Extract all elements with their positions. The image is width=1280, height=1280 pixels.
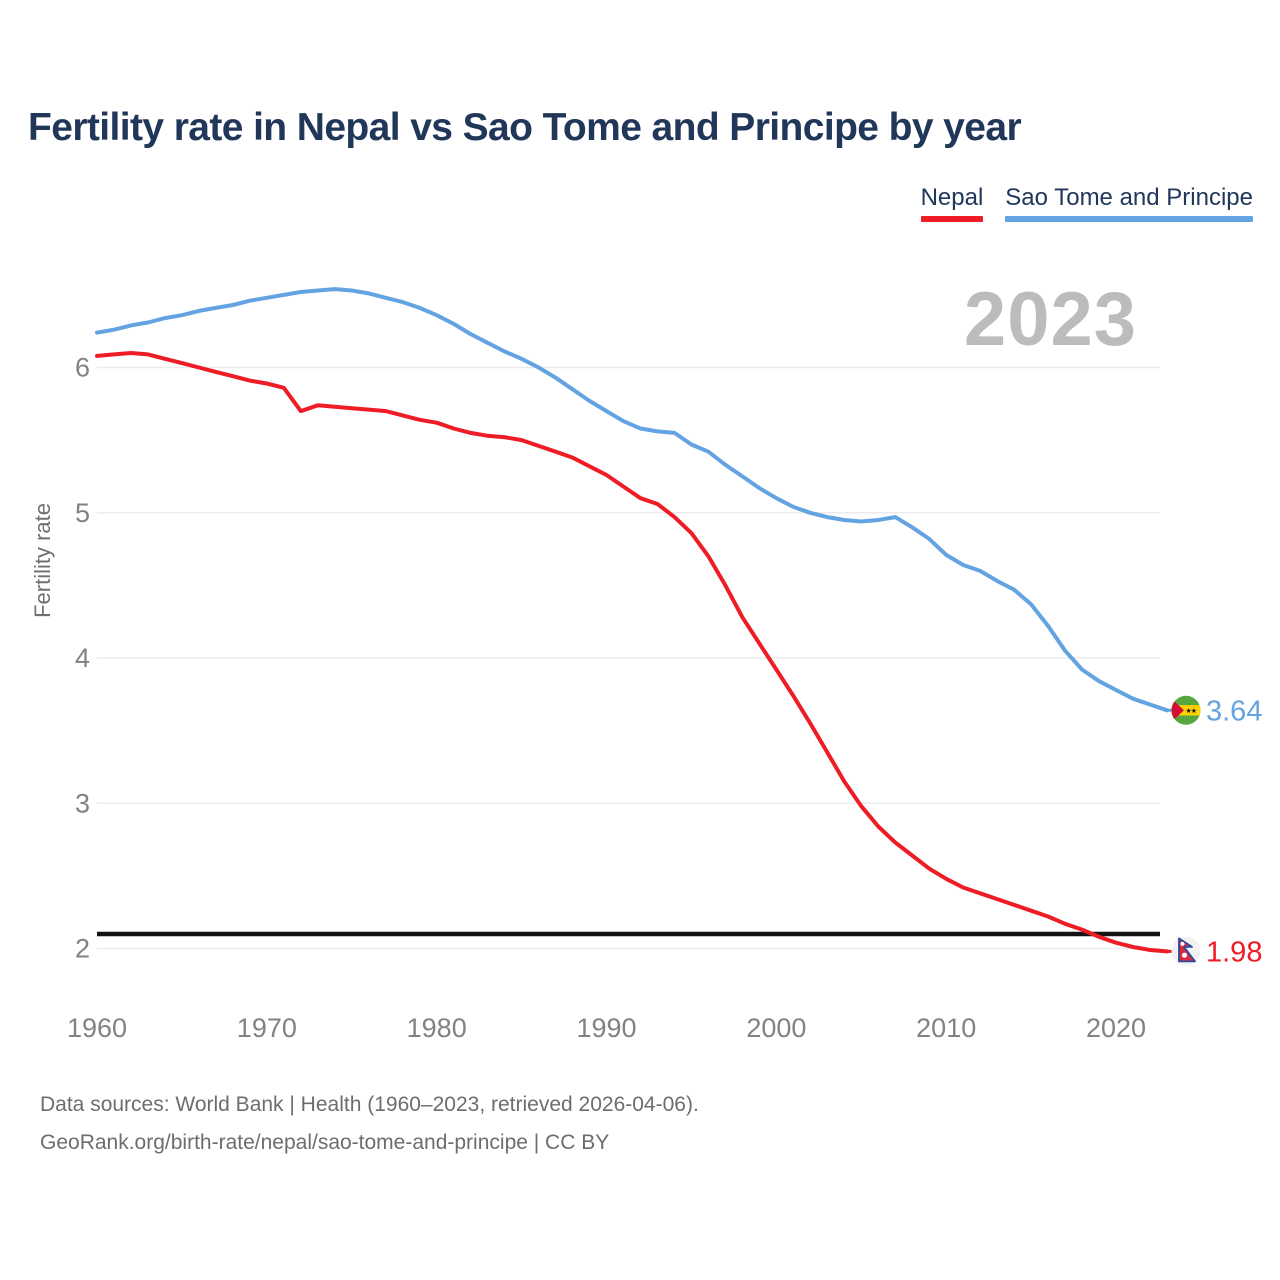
flag-sun bbox=[1181, 952, 1188, 958]
legend-item-nepal[interactable]: Nepal bbox=[920, 184, 984, 222]
y-tick-label: 6 bbox=[75, 353, 90, 383]
end-value-label-nepal: 1.98 bbox=[1206, 936, 1262, 968]
legend-label-sao-tome: Sao Tome and Principe bbox=[1005, 184, 1253, 211]
flag-moon bbox=[1180, 941, 1185, 946]
y-tick-label: 4 bbox=[75, 643, 90, 673]
gridlines-layer bbox=[97, 366, 1160, 950]
end-value-label-sao-tome: 3.64 bbox=[1206, 695, 1262, 727]
page-title: Fertility rate in Nepal vs Sao Tome and … bbox=[28, 106, 1022, 149]
watermark-year: 2023 bbox=[963, 277, 1137, 362]
legend-item-sao-tome[interactable]: Sao Tome and Principe bbox=[1005, 184, 1253, 222]
x-tick-label: 2000 bbox=[746, 1013, 806, 1043]
flag-stars-icon: ★★ bbox=[1186, 707, 1197, 715]
axis-labels-layer: 2 3 4 5 6 1960 1970 1980 1990 2000 2010 2020 bbox=[67, 353, 1146, 1044]
footer: Data sources: World Bank | Health (1960–… bbox=[40, 1086, 699, 1162]
series-lines-layer bbox=[95, 287, 1186, 954]
legend: Nepal Sao Tome and Principe bbox=[920, 184, 1253, 222]
series-line-sao-tome bbox=[95, 287, 1169, 713]
sao-tome-flag-icon: ★★ bbox=[1171, 695, 1201, 725]
x-tick-label: 1990 bbox=[576, 1013, 636, 1043]
end-value-labels-layer: 3.64 1.98 bbox=[1206, 695, 1262, 968]
legend-color-bar-nepal bbox=[920, 216, 984, 222]
x-tick-label: 1970 bbox=[237, 1013, 297, 1043]
x-tick-label: 1960 bbox=[67, 1013, 127, 1043]
legend-label-nepal: Nepal bbox=[920, 184, 984, 211]
nepal-flag-icon bbox=[1171, 936, 1201, 966]
footer-attribution: GeoRank.org/birth-rate/nepal/sao-tome-an… bbox=[40, 1131, 610, 1154]
y-tick-label: 3 bbox=[75, 788, 90, 818]
flag-yellow-band bbox=[1171, 705, 1201, 716]
footer-data-sources: Data sources: World Bank | Health (1960–… bbox=[40, 1093, 699, 1116]
series-line-nepal bbox=[95, 351, 1169, 954]
flag-red-triangle bbox=[1171, 698, 1184, 723]
x-tick-label: 1980 bbox=[407, 1013, 467, 1043]
x-tick-label: 2010 bbox=[916, 1013, 976, 1043]
y-tick-label: 5 bbox=[75, 498, 90, 528]
y-tick-label: 2 bbox=[75, 934, 90, 964]
legend-color-bar-sao-tome bbox=[1005, 216, 1253, 222]
x-tick-label: 2020 bbox=[1086, 1013, 1146, 1043]
